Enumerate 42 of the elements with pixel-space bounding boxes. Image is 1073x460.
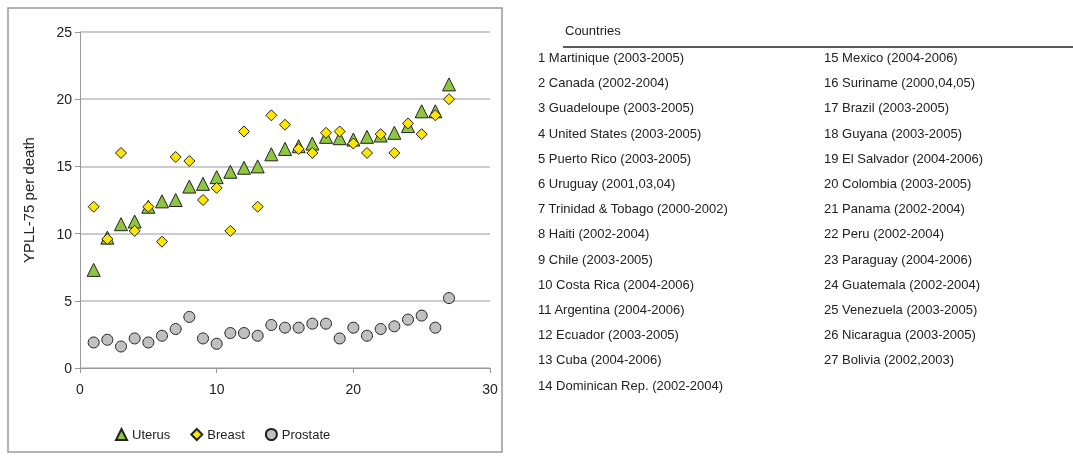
x-tick-label: 10 (208, 381, 225, 397)
legend-label: Prostate (281, 427, 331, 442)
y-tick-label: 25 (56, 24, 73, 40)
text: 25 Venezuela (2003-2005) (824, 302, 978, 317)
text: 20 Colombia (2003-2005) (824, 176, 972, 191)
text: 21 Panama (2002-2004) (824, 201, 965, 217)
y-tick-label: 15 (56, 158, 73, 175)
text: 24 Guatemala (2002-2004) (824, 276, 981, 292)
text: 9 Chile (2003-2005) (538, 251, 653, 267)
text: Countries (565, 23, 622, 38)
text: 22 Peru (2002-2004) (824, 226, 944, 242)
x-tick-label: 20 (345, 381, 362, 397)
legend-label: Breast (207, 427, 246, 442)
text: 16 Suriname (2000,04,05) (824, 75, 976, 91)
text: 5 Puerto Rico (2003-2005) (538, 150, 692, 166)
legend-label: Uterus (132, 427, 171, 442)
text: 12 Ecuador (2003-2005) (538, 327, 679, 343)
text: 27 Bolivia (2002,2003) (824, 352, 955, 368)
y-tick-label: 10 (56, 225, 73, 242)
text: 3 Guadeloupe (2003-2005) (538, 100, 695, 116)
text: 15 Mexico (2004-2006) (824, 50, 958, 65)
text: 6 Uruguay (2001,03,04) (538, 176, 676, 191)
text: 7 Trinidad & Tobago (2000-2002) (538, 201, 728, 217)
text: 17 Brazil (2003-2005) (824, 100, 950, 116)
text: 19 El Salvador (2004-2006) (824, 150, 983, 166)
text: 18 Guyana (2003-2005) (824, 125, 963, 141)
text: 8 Haiti (2002-2004) (538, 226, 650, 242)
x-tick-label: 30 (482, 381, 498, 397)
text: 4 United States (2003-2005) (538, 125, 702, 141)
y-tick-label: 0 (64, 360, 73, 376)
text: 23 Paraguay (2004-2006) (824, 251, 973, 267)
y-axis-title: YPLL-75 per death (20, 137, 37, 263)
text: 2 Canada (2002-2004) (538, 75, 669, 91)
text: 26 Nicaragua (2003-2005) (824, 327, 976, 343)
text: 1 Martinique (2003-2005) (538, 50, 684, 65)
text: 14 Dominican Rep. (2002-2004) (538, 377, 723, 393)
text: 11 Argentina (2004-2006) (538, 302, 685, 317)
x-tick-label: 0 (76, 381, 85, 397)
y-tick-label: 5 (64, 292, 73, 309)
text: 10 Costa Rica (2004-2006) (538, 276, 695, 292)
text: 13 Cuba (2004-2006) (538, 352, 662, 368)
y-tick-label: 20 (56, 91, 73, 108)
